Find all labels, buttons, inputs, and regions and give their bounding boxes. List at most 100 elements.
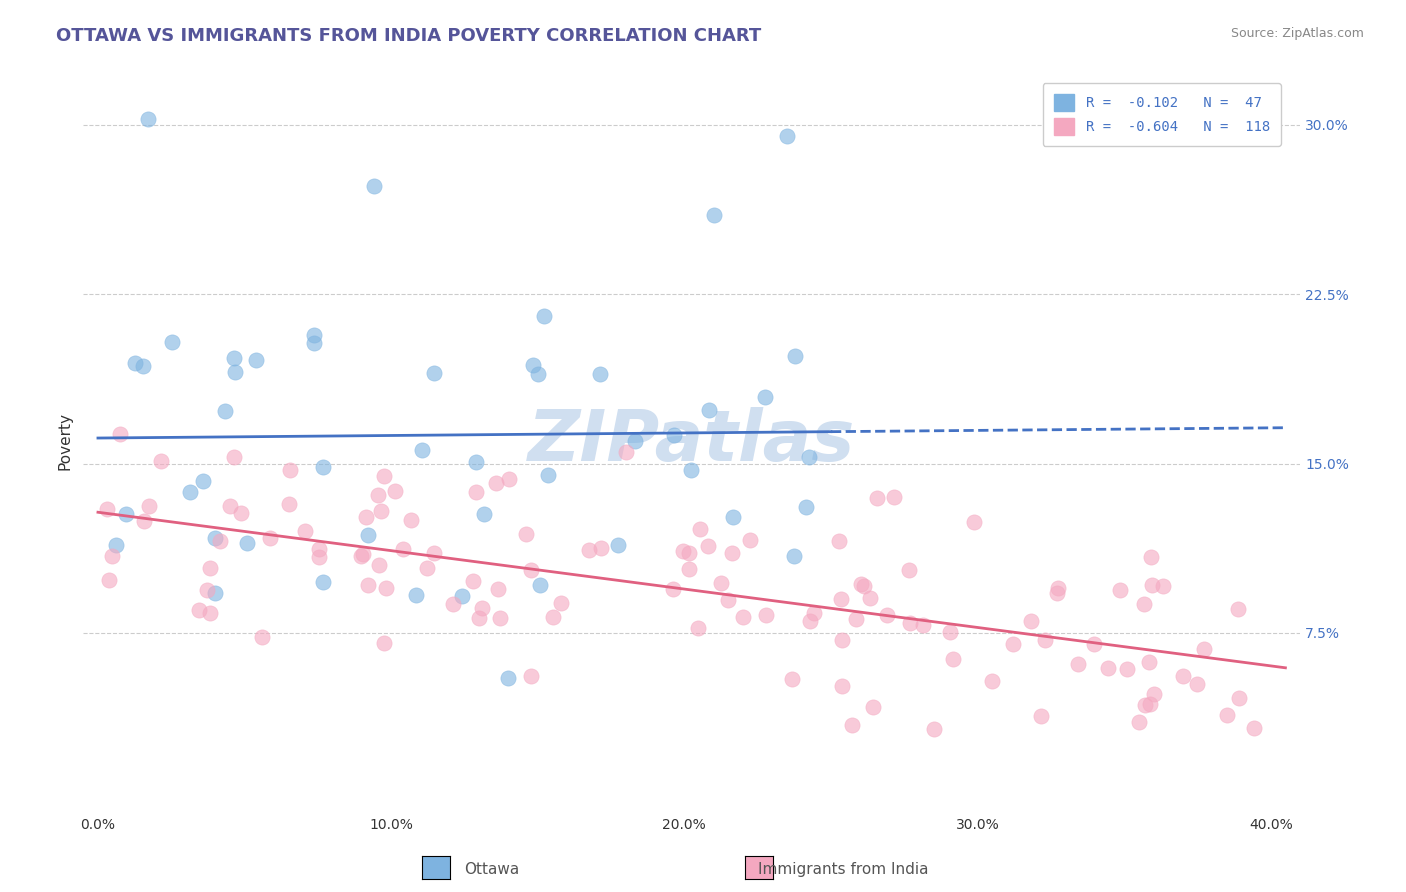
Point — [115, 507, 138, 521]
Point — [100, 549, 122, 563]
Point — [204, 586, 226, 600]
Text: ZIPatlas: ZIPatlas — [529, 407, 855, 475]
Point — [124, 356, 146, 370]
Point — [1083, 637, 1105, 651]
Point — [1152, 579, 1174, 593]
Point — [1002, 637, 1025, 651]
Point — [278, 497, 301, 511]
Point — [520, 669, 543, 683]
Point — [308, 541, 330, 556]
Point — [922, 723, 945, 737]
Point — [104, 539, 127, 553]
Point — [681, 463, 703, 477]
Point — [259, 531, 281, 545]
Point — [354, 510, 377, 524]
Point — [828, 533, 851, 548]
Point — [278, 463, 301, 477]
Point — [963, 515, 986, 529]
Point — [689, 522, 711, 536]
Point — [367, 558, 389, 572]
Point — [214, 404, 236, 418]
Point — [830, 591, 852, 606]
Point — [1243, 721, 1265, 735]
Point — [1035, 632, 1057, 647]
Point — [1137, 655, 1160, 669]
Point — [195, 582, 218, 597]
Point — [98, 573, 121, 587]
Point — [370, 503, 392, 517]
Point — [606, 538, 628, 552]
Point — [939, 624, 962, 639]
Point — [250, 630, 273, 644]
Point — [465, 455, 488, 469]
Legend: R =  -0.102   N =  47, R =  -0.604   N =  118: R = -0.102 N = 47, R = -0.604 N = 118 — [1043, 83, 1281, 146]
Point — [876, 607, 898, 622]
Point — [709, 576, 731, 591]
Point — [245, 353, 267, 368]
Point — [363, 178, 385, 193]
Text: Source: ZipAtlas.com: Source: ZipAtlas.com — [1230, 27, 1364, 40]
Point — [486, 582, 509, 597]
Point — [350, 549, 373, 563]
Point — [543, 610, 565, 624]
Point — [1139, 697, 1161, 711]
Point — [912, 618, 935, 632]
Point — [794, 500, 817, 515]
Point — [441, 597, 464, 611]
Point — [717, 593, 740, 607]
Point — [1116, 662, 1139, 676]
Point — [1185, 677, 1208, 691]
Point — [1140, 578, 1163, 592]
Point — [1067, 657, 1090, 671]
Point — [312, 575, 335, 590]
Point — [352, 547, 374, 561]
Point — [782, 549, 804, 564]
Point — [235, 535, 257, 549]
Point — [465, 484, 488, 499]
Point — [799, 614, 821, 628]
Point — [132, 514, 155, 528]
Point — [697, 402, 720, 417]
Point — [391, 541, 413, 556]
Point — [1128, 714, 1150, 729]
Point — [515, 527, 537, 541]
Point — [589, 541, 612, 555]
Point — [845, 612, 868, 626]
Point — [302, 328, 325, 343]
Point — [191, 474, 214, 488]
Point — [1019, 614, 1042, 628]
Point — [1143, 687, 1166, 701]
Point — [423, 546, 446, 560]
Point — [1139, 549, 1161, 564]
Point — [138, 112, 160, 127]
Text: Ottawa: Ottawa — [464, 863, 520, 877]
Point — [200, 561, 222, 575]
Point — [533, 309, 555, 323]
Point — [485, 476, 508, 491]
Point — [678, 547, 700, 561]
Point — [852, 579, 875, 593]
Point — [942, 652, 965, 666]
Point — [520, 563, 543, 577]
Point — [1133, 597, 1156, 611]
Point — [472, 507, 495, 521]
Point — [356, 578, 378, 592]
Point — [776, 129, 799, 144]
Point — [138, 499, 160, 513]
Point — [671, 544, 693, 558]
Point — [312, 460, 335, 475]
Point — [451, 589, 474, 603]
Point — [367, 488, 389, 502]
Point — [204, 532, 226, 546]
Point — [224, 365, 246, 379]
Text: Immigrants from India: Immigrants from India — [758, 863, 929, 877]
Point — [489, 611, 512, 625]
Point — [883, 491, 905, 505]
Point — [1216, 707, 1239, 722]
Point — [1029, 709, 1052, 723]
Point — [1133, 698, 1156, 712]
Point — [831, 632, 853, 647]
Point — [849, 576, 872, 591]
Point — [294, 524, 316, 538]
Point — [898, 563, 921, 577]
